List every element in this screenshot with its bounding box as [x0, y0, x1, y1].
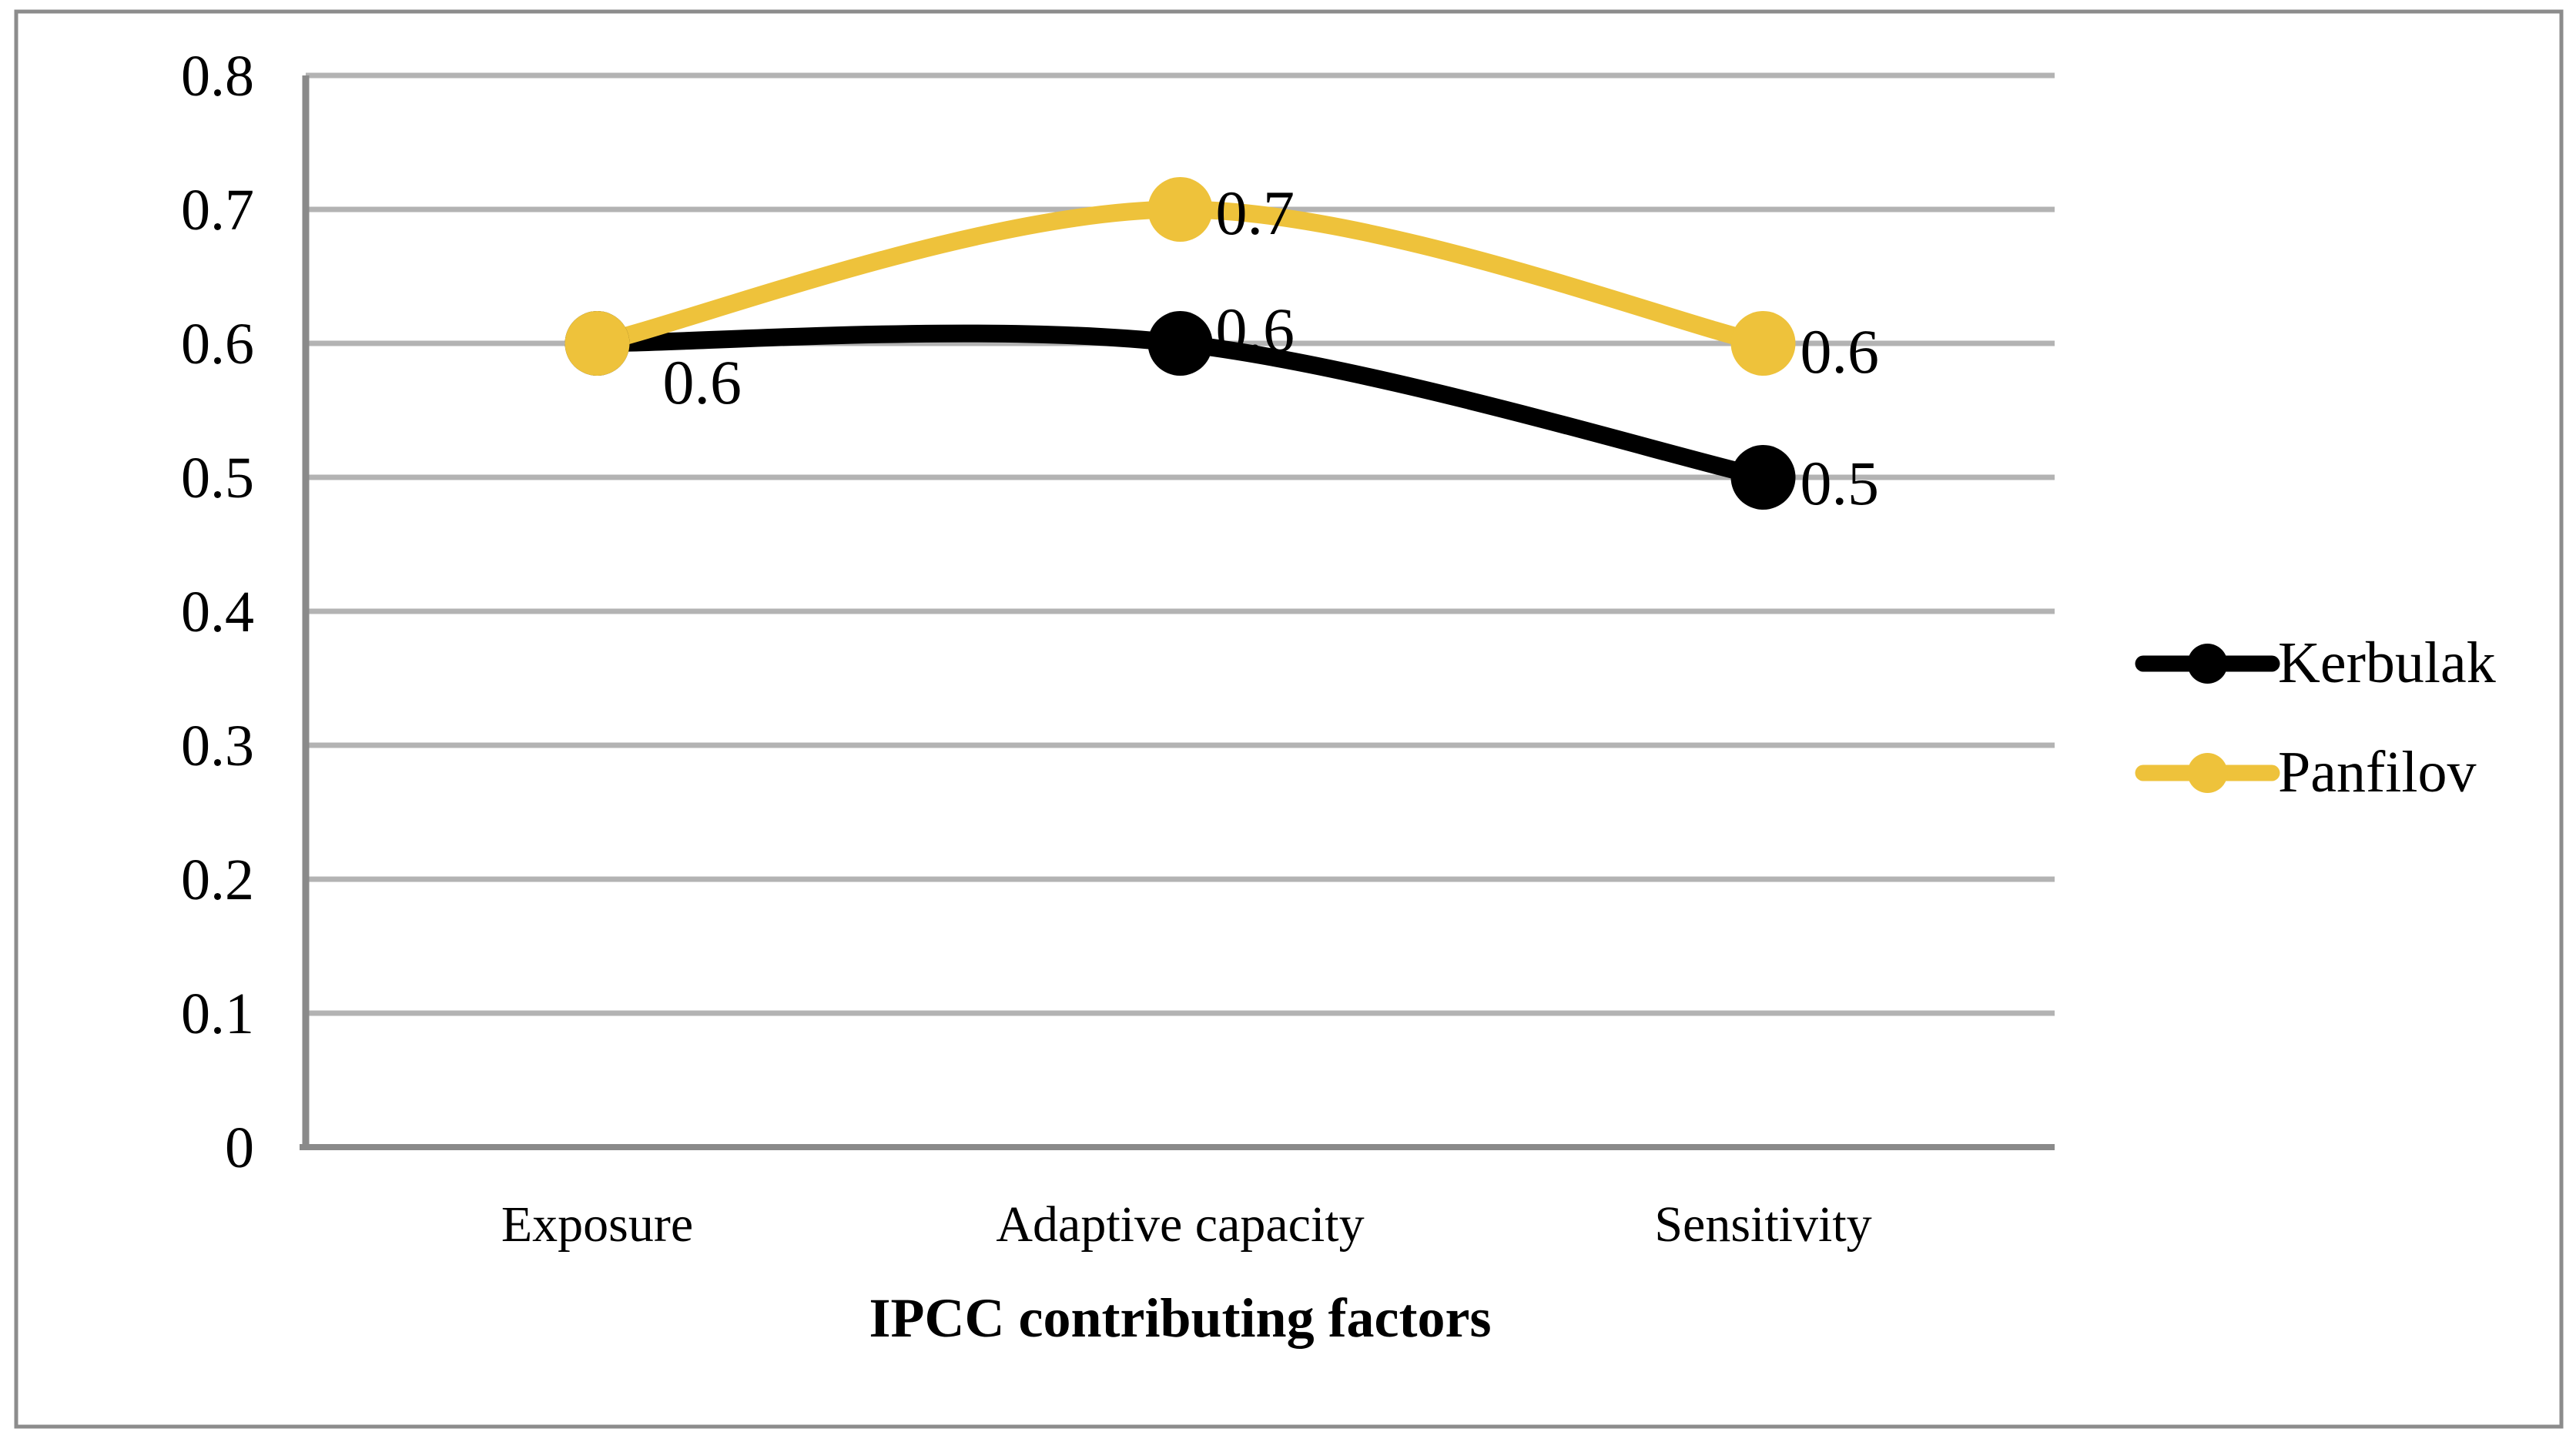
- y-tick-label: 0.5: [181, 446, 254, 510]
- y-tick-label: 0.7: [181, 178, 254, 243]
- x-category-label: Adaptive capacity: [996, 1196, 1364, 1253]
- y-tick-label: 0.8: [181, 44, 254, 109]
- legend-marker-icon-panfilov: [2187, 753, 2228, 793]
- legend-label-panfilov: Panfilov: [2278, 740, 2477, 805]
- data-label-panfilov-1: 0.7: [1216, 178, 1295, 248]
- y-tick-label: 0.1: [181, 982, 254, 1046]
- data-label-panfilov-2: 0.6: [1801, 316, 1880, 386]
- y-tick-label: 0: [225, 1116, 254, 1180]
- y-tick-label: 0.6: [181, 312, 254, 376]
- y-tick-label: 0.2: [181, 848, 254, 912]
- y-tick-label: 0.3: [181, 714, 254, 778]
- series-marker-panfilov: [1730, 311, 1796, 376]
- series-marker-kerbulak: [1730, 445, 1796, 510]
- legend-marker-icon-kerbulak: [2187, 644, 2228, 684]
- legend-label-kerbulak: Kerbulak: [2278, 631, 2496, 695]
- series-marker-panfilov: [1147, 177, 1213, 242]
- data-label-kerbulak-0: 0.6: [663, 347, 742, 417]
- series-marker-kerbulak: [1147, 311, 1213, 376]
- data-label-kerbulak-1: 0.6: [1216, 295, 1295, 365]
- data-label-kerbulak-2: 0.5: [1801, 448, 1880, 518]
- x-category-label: Exposure: [501, 1196, 693, 1253]
- figure-border: [14, 9, 2564, 1429]
- series-marker-panfilov: [564, 311, 630, 376]
- x-category-label: Sensitivity: [1654, 1196, 1871, 1253]
- y-tick-label: 0.4: [181, 580, 254, 644]
- x-axis-title: IPCC contributing factors: [869, 1287, 1492, 1349]
